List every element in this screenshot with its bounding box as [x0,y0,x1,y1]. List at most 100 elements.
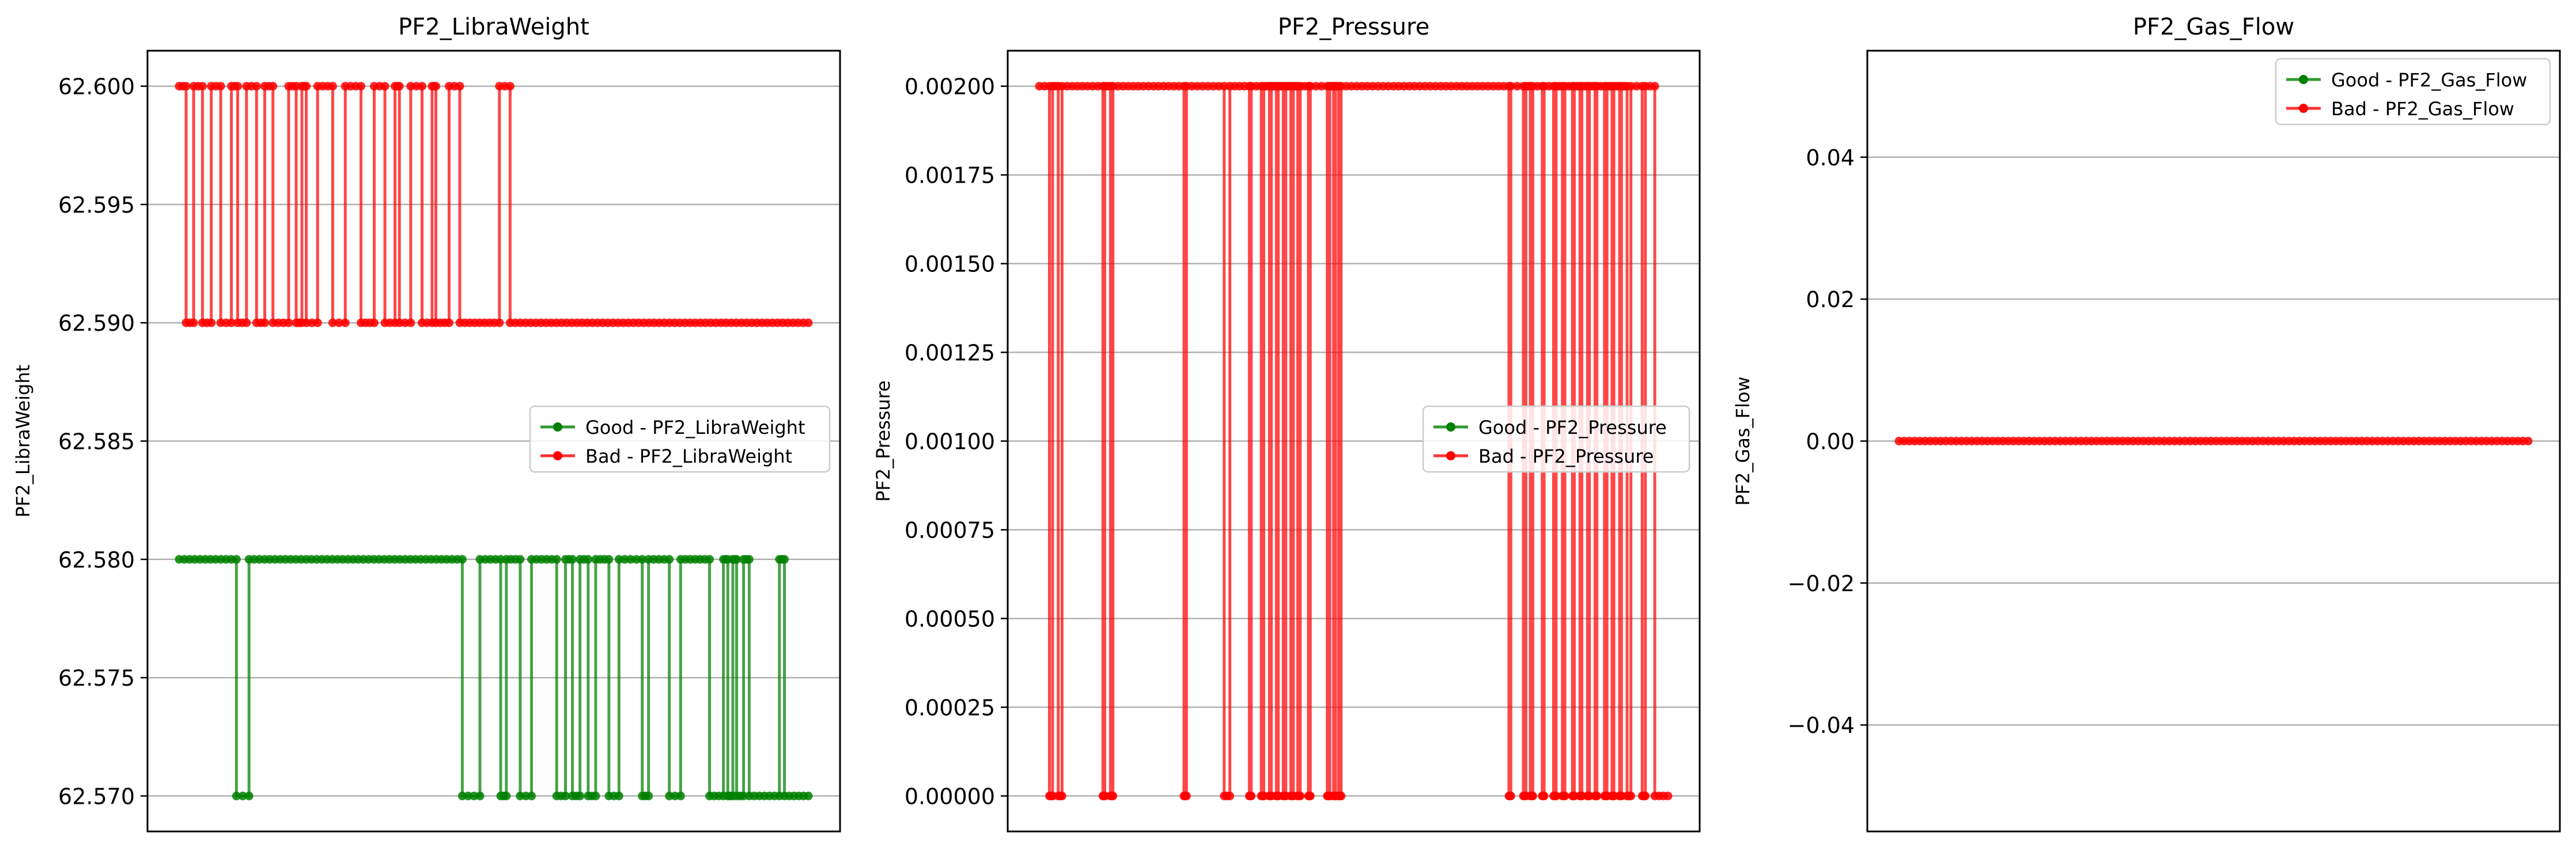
legend-box [1422,405,1690,473]
data-point [665,555,674,564]
y-tick-label: −0.04 [1788,713,1855,738]
data-point [181,82,191,91]
y-tick-label: −0.02 [1788,571,1855,596]
data-point [357,82,366,91]
data-point [216,82,225,91]
data-point [455,82,464,91]
data-point [1552,791,1561,800]
data-point [744,555,754,564]
data-point [418,82,427,91]
y-tick-label: 62.570 [58,784,135,809]
data-point [1337,791,1346,800]
data-point [1539,791,1549,800]
axes-frame [1007,50,1701,833]
data-point [705,555,714,564]
legend-label: Good - PF2_LibraWeight [585,417,805,438]
axes-frame [1866,50,2561,833]
series-2 [175,82,813,327]
y-tick-label: 0.00 [1806,429,1855,455]
data-point [1296,791,1305,800]
data-point [232,555,241,564]
data-point [527,791,536,800]
data-point [334,318,343,327]
data-point [406,318,415,327]
data-point [584,555,593,564]
series-1 [175,555,813,800]
series-2 [1035,82,1673,800]
data-point [475,791,485,800]
data-point [328,318,337,327]
legend-label: Bad - PF2_Gas_Flow [2331,98,2514,120]
y-tick-label: 62.595 [58,192,135,218]
data-point [505,82,515,91]
chart-panel-3: −0.04 −0.02 0.00 0.02 0.04 PF2_Gas_Flow PF2_Ga… [1732,14,2561,833]
data-point [604,555,614,564]
legend: Good - PF2_Pressure Bad - PF2_Pressure [1422,405,1690,473]
data-point [242,318,251,327]
data-point [2524,437,2533,445]
data-point [568,555,577,564]
y-tick-label: 0.00050 [905,606,995,632]
data-point [1560,791,1569,800]
data-point [804,318,813,327]
data-point [502,791,511,800]
data-point [284,318,293,327]
data-point [232,791,241,800]
data-point [576,791,585,800]
legend-marker [2299,75,2308,84]
data-point [1057,791,1066,800]
axes-frame [146,50,841,833]
data-point [380,82,389,91]
data-point [1626,791,1636,800]
legend-label: Bad - PF2_Pressure [1478,445,1654,467]
legend-marker [553,422,562,432]
y-tick-label: 0.04 [1806,145,1855,171]
data-point [561,791,570,800]
data-point [227,318,236,327]
data-point [1109,791,1118,800]
data-point [552,555,561,564]
data-point [1247,791,1256,800]
data-point [1663,791,1673,800]
chart-title: PF2_LibraWeight [398,14,589,40]
data-point [1506,791,1515,800]
data-point [260,318,270,327]
data-point [638,555,647,564]
data-point [341,318,350,327]
y-tick-label: 0.00150 [905,252,995,277]
series-line [179,558,808,797]
data-point [676,791,685,800]
legend-marker [1446,422,1455,432]
chart-title: PF2_Pressure [1278,14,1429,40]
legend-marker [553,451,562,460]
y-tick-label: 0.00175 [905,163,995,188]
legend: Good - PF2_Gas_Flow Bad - PF2_Gas_Flow [2275,58,2551,126]
data-point [189,318,198,327]
data-point [644,791,653,800]
y-tick-label: 62.585 [58,429,135,455]
data-point [252,82,261,91]
data-point [233,82,243,91]
data-point [395,82,404,91]
data-point [614,791,623,800]
y-tick-label: 0.00075 [905,517,995,543]
data-point [244,791,254,800]
y-tick-label: 0.00200 [905,74,995,100]
data-point [207,318,216,327]
data-point [457,555,467,564]
legend-label: Good - PF2_Gas_Flow [2331,69,2527,91]
data-point [1506,82,1515,91]
data-point [591,791,600,800]
y-tick-label: 62.590 [58,311,135,336]
y-tick-label: 0.00000 [905,784,995,809]
y-tick-label: 0.02 [1806,287,1855,312]
y-axis-label: PF2_LibraWeight [12,365,34,517]
data-point [1641,791,1650,800]
data-point [732,555,742,564]
data-point [1592,791,1602,800]
data-point [1528,791,1537,800]
chart-title: PF2_Gas_Flow [2133,14,2294,40]
data-point [268,82,278,91]
y-tick-label: 0.00125 [905,341,995,366]
series-2 [1894,437,2533,445]
